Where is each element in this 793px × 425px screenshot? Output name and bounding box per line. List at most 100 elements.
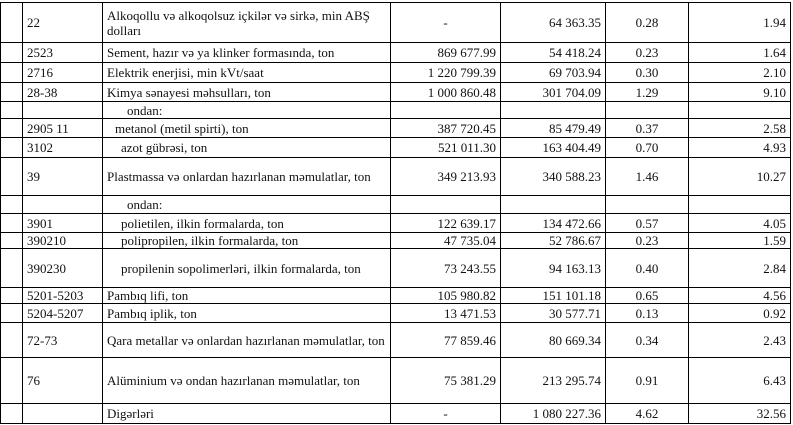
row-number-cell (0, 287, 23, 304)
product-name-cell: metanol (metil spirti), ton (102, 118, 391, 138)
code-cell: 390230 (22, 248, 103, 288)
code-cell (22, 195, 103, 214)
code-cell: 72-73 (22, 322, 103, 358)
product-name-cell: polietilen, ilkin formalarda, ton (102, 213, 391, 233)
share-total-cell: 32.56 (688, 403, 791, 424)
product-name-cell: Qara metallar və onlardan hazırlanan məm… (102, 322, 391, 358)
share-cell: 0.30 (605, 62, 689, 83)
share-total-cell: 4.56 (688, 287, 791, 304)
share-total-cell: 6.43 (688, 357, 791, 404)
value-cell: 301 704.09 (500, 82, 606, 102)
share-total-cell: 9.10 (688, 82, 791, 102)
table-row: 76 Alüminium və ondan hazırlanan məmulatl… (0, 357, 791, 404)
share-total-cell: 10.27 (688, 157, 791, 196)
table-row: 5201-5203 Pambıq lifi, ton 105 980.82 151 1… (0, 287, 791, 304)
quantity-cell: 13 471.53 (390, 303, 501, 323)
share-cell: 4.62 (605, 403, 689, 424)
quantity-cell: 349 213.93 (390, 157, 501, 196)
quantity-cell: 521 011.30 (390, 137, 501, 158)
quantity-cell: 77 859.46 (390, 322, 501, 358)
share-cell: 0.91 (605, 357, 689, 404)
value-cell (500, 101, 606, 119)
table-row: 28-38 Kimya sənayesi məhsulları, ton 1 000… (0, 82, 791, 102)
table-row: ondan: (0, 101, 791, 119)
share-total-cell: 2.43 (688, 322, 791, 358)
code-cell: 2905 11 (22, 118, 103, 138)
product-name-cell: azot gübrəsi, ton (102, 137, 391, 158)
row-number-cell (0, 357, 23, 404)
row-number-cell (0, 232, 23, 249)
share-cell: 0.65 (605, 287, 689, 304)
quantity-cell: 1 000 860.48 (390, 82, 501, 102)
row-number-cell (0, 2, 23, 43)
quantity-cell: 105 980.82 (390, 287, 501, 304)
table-row: 39 Plastmassa və onlardan hazırlanan məmu… (0, 157, 791, 196)
quantity-cell: 73 243.55 (390, 248, 501, 288)
share-total-cell (688, 195, 791, 214)
product-name-cell: Digərləri (102, 403, 391, 424)
table-row: 72-73 Qara metallar və onlardan hazırlana… (0, 322, 791, 358)
value-cell: 85 479.49 (500, 118, 606, 138)
quantity-cell: 47 735.04 (390, 232, 501, 249)
product-name-cell: ondan: (102, 195, 391, 214)
product-name-cell: Plastmassa və onlardan hazırlanan məmula… (102, 157, 391, 196)
row-number-cell (0, 62, 23, 83)
value-cell: 80 669.34 (500, 322, 606, 358)
value-cell: 64 363.35 (500, 2, 606, 43)
table-row: 22 Alkoqollu və alkoqolsuz içkilər və sir… (0, 2, 791, 43)
table-row: 390210 polipropilen, ilkin formalarda, to… (0, 232, 791, 249)
product-name-cell: propilenin sopolimerləri, ilkin formalar… (102, 248, 391, 288)
code-cell: 2716 (22, 62, 103, 83)
value-cell: 163 404.49 (500, 137, 606, 158)
code-cell: 5204-5207 (22, 303, 103, 323)
product-name-cell: Alüminium və ondan hazırlanan məmulatlar… (102, 357, 391, 404)
row-number-cell (0, 322, 23, 358)
share-cell: 0.23 (605, 42, 689, 63)
quantity-cell: - (390, 403, 501, 424)
share-total-cell: 4.05 (688, 213, 791, 233)
quantity-cell (390, 195, 501, 214)
share-cell: 0.23 (605, 232, 689, 249)
share-cell (605, 195, 689, 214)
share-cell: 0.37 (605, 118, 689, 138)
share-total-cell: 4.93 (688, 137, 791, 158)
share-cell: 0.40 (605, 248, 689, 288)
share-total-cell: 2.10 (688, 62, 791, 83)
share-total-cell: 0.92 (688, 303, 791, 323)
value-cell: 213 295.74 (500, 357, 606, 404)
quantity-cell: 1 220 799.39 (390, 62, 501, 83)
quantity-cell: 122 639.17 (390, 213, 501, 233)
value-cell: 94 163.13 (500, 248, 606, 288)
value-cell: 151 101.18 (500, 287, 606, 304)
share-cell: 0.57 (605, 213, 689, 233)
code-cell: 39 (22, 157, 103, 196)
share-total-cell: 2.84 (688, 248, 791, 288)
share-cell: 0.34 (605, 322, 689, 358)
table-row: 2523 Sement, hazır və ya klinker formasın… (0, 42, 791, 63)
code-cell: 390210 (22, 232, 103, 249)
product-name-cell: ondan: (102, 101, 391, 119)
table-row: Digərləri -1 080 227.36 4.62 32.56 (0, 403, 791, 424)
value-cell: 52 786.67 (500, 232, 606, 249)
product-name-cell: Pambıq iplik, ton (102, 303, 391, 323)
share-total-cell: 1.59 (688, 232, 791, 249)
share-total-cell: 1.64 (688, 42, 791, 63)
table-row: 3901 polietilen, ilkin formalarda, ton 122… (0, 213, 791, 233)
product-name-cell: Elektrik enerjisi, min kVt/saat (102, 62, 391, 83)
value-cell: 1 080 227.36 (500, 403, 606, 424)
value-cell: 340 588.23 (500, 157, 606, 196)
quantity-cell: 869 677.99 (390, 42, 501, 63)
product-name-cell: polipropilen, ilkin formalarda, ton (102, 232, 391, 249)
row-number-cell (0, 248, 23, 288)
share-cell (605, 101, 689, 119)
row-number-cell (0, 195, 23, 214)
share-cell: 0.70 (605, 137, 689, 158)
value-cell (500, 195, 606, 214)
value-cell: 134 472.66 (500, 213, 606, 233)
row-number-cell (0, 82, 23, 102)
product-name-cell: Alkoqollu və alkoqolsuz içkilər və sirkə… (102, 2, 391, 43)
table-row: 3102 azot gübrəsi, ton 521 011.30 163 404.4… (0, 137, 791, 158)
row-number-cell (0, 42, 23, 63)
table-row: 2716 Elektrik enerjisi, min kVt/saat 1 220… (0, 62, 791, 83)
